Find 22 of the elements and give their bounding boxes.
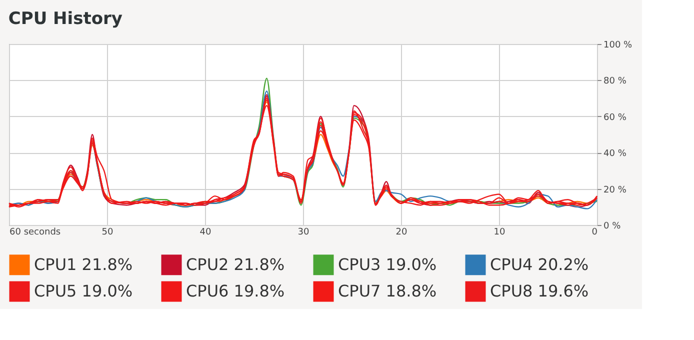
x-tick-label: 20 — [396, 228, 408, 238]
legend-label: CPU5 19.0% — [34, 282, 133, 300]
legend-label: CPU3 19.0% — [338, 254, 437, 274]
legend-label: CPU8 19.6% — [490, 282, 589, 300]
legend-label: CPU6 19.8% — [186, 282, 285, 300]
y-tick-label: 80 % — [604, 76, 627, 87]
x-tick-label: 0 — [592, 228, 598, 238]
x-tick-label: 10 — [494, 228, 506, 238]
chart-title: CPU History — [8, 9, 123, 29]
x-tick-label: 40 — [200, 228, 212, 238]
legend-label: CPU1 21.8% — [34, 254, 133, 274]
y-tick-label: 40 % — [604, 149, 627, 160]
x-tick-label: 50 — [102, 228, 114, 238]
y-tick-label: 20 % — [604, 185, 627, 196]
y-tick-label: 100 % — [604, 40, 633, 50]
legend-label: CPU7 18.8% — [338, 282, 437, 300]
x-tick-label: 60 seconds — [10, 228, 61, 238]
y-tick-label: 0 % — [604, 222, 622, 232]
y-tick-label: 60 % — [604, 112, 627, 123]
legend-label: CPU4 20.2% — [490, 254, 589, 274]
legend-label: CPU2 21.8% — [186, 254, 285, 274]
x-tick-label: 30 — [298, 228, 310, 238]
